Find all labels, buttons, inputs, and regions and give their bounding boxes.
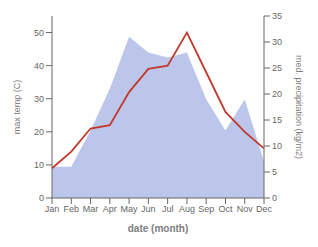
svg-text:30: 30 bbox=[34, 94, 44, 104]
svg-text:May: May bbox=[121, 204, 139, 214]
svg-text:Nov: Nov bbox=[237, 204, 254, 214]
svg-text:40: 40 bbox=[34, 61, 44, 71]
svg-text:10: 10 bbox=[272, 141, 282, 151]
svg-text:30: 30 bbox=[272, 37, 282, 47]
svg-text:10: 10 bbox=[34, 160, 44, 170]
svg-text:5: 5 bbox=[272, 167, 277, 177]
svg-text:Jul: Jul bbox=[162, 204, 174, 214]
svg-text:20: 20 bbox=[272, 89, 282, 99]
svg-text:date (month): date (month) bbox=[128, 223, 189, 234]
svg-text:med. precipitation (kg/m2): med. precipitation (kg/m2) bbox=[294, 55, 304, 159]
svg-text:Apr: Apr bbox=[103, 204, 117, 214]
svg-text:35: 35 bbox=[272, 11, 282, 21]
svg-text:0: 0 bbox=[39, 193, 44, 203]
svg-text:Oct: Oct bbox=[218, 204, 233, 214]
svg-text:Mar: Mar bbox=[83, 204, 99, 214]
svg-text:20: 20 bbox=[34, 127, 44, 137]
svg-text:Aug: Aug bbox=[179, 204, 195, 214]
svg-text:Feb: Feb bbox=[64, 204, 80, 214]
svg-text:15: 15 bbox=[272, 115, 282, 125]
svg-text:max temp (C): max temp (C) bbox=[12, 80, 22, 135]
svg-text:Jun: Jun bbox=[141, 204, 156, 214]
svg-text:Sep: Sep bbox=[198, 204, 214, 214]
svg-text:0: 0 bbox=[272, 193, 277, 203]
svg-text:Jan: Jan bbox=[45, 204, 60, 214]
svg-text:Dec: Dec bbox=[256, 204, 273, 214]
svg-text:50: 50 bbox=[34, 28, 44, 38]
svg-text:25: 25 bbox=[272, 63, 282, 73]
